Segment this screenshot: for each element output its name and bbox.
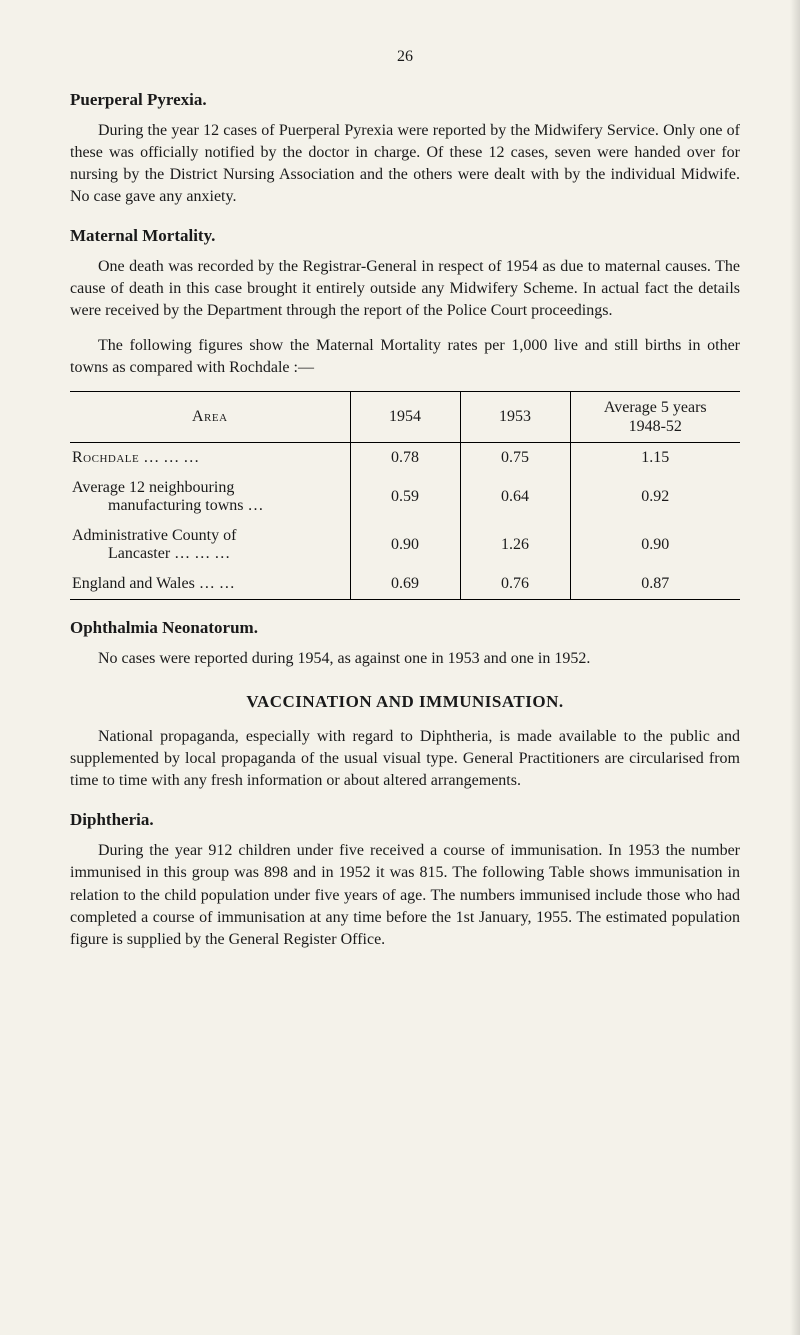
row-dots: … — [248, 497, 264, 514]
table-row: England and Wales … … 0.69 0.76 0.87 — [70, 569, 740, 600]
row-label: England and Wales — [72, 575, 195, 592]
cell-avg: 0.87 — [570, 569, 740, 600]
heading-diphtheria: Diphtheria. — [70, 810, 740, 830]
cell-1953: 0.64 — [460, 473, 570, 521]
cell-1953: 0.76 — [460, 569, 570, 600]
cell-1954: 0.90 — [350, 521, 460, 569]
table-row: Administrative County of Lancaster … … …… — [70, 521, 740, 569]
cell-1954: 0.59 — [350, 473, 460, 521]
cell-1953: 0.75 — [460, 443, 570, 474]
heading-puerperal: Puerperal Pyrexia. — [70, 90, 740, 110]
col-area: Area — [70, 391, 350, 442]
cell-avg: 0.90 — [570, 521, 740, 569]
para-maternal-2: The following figures show the Maternal … — [70, 335, 740, 379]
cell-avg: 0.92 — [570, 473, 740, 521]
table-row: Rochdale … … … 0.78 0.75 1.15 — [70, 443, 740, 474]
col-avg-line1: Average 5 years — [604, 399, 707, 416]
para-ophthalmia: No cases were reported during 1954, as a… — [70, 648, 740, 670]
cell-avg: 1.15 — [570, 443, 740, 474]
col-avg: Average 5 years 1948-52 — [570, 391, 740, 442]
para-vaccination: National propaganda, especially with reg… — [70, 726, 740, 792]
col-avg-line2: 1948-52 — [629, 418, 682, 435]
heading-vaccination: VACCINATION AND IMMUNISATION. — [70, 692, 740, 712]
table-body: Rochdale … … … 0.78 0.75 1.15 Average 12… — [70, 443, 740, 600]
page-number: 26 — [70, 48, 740, 66]
row-sublabel: Lancaster … — [108, 545, 190, 562]
row-label: Administrative County of — [72, 527, 340, 545]
para-maternal-1: One death was recorded by the Registrar-… — [70, 256, 740, 322]
cell-1953: 1.26 — [460, 521, 570, 569]
col-area-label: Area — [192, 408, 228, 425]
table-header-row: Area 1954 1953 Average 5 years 1948-52 — [70, 391, 740, 442]
row-sublabel: manufacturing towns — [108, 497, 244, 514]
col-1954: 1954 — [350, 391, 460, 442]
row-label: Rochdale — [72, 449, 139, 466]
heading-maternal: Maternal Mortality. — [70, 226, 740, 246]
row-dots: … … — [194, 545, 230, 562]
cell-1954: 0.69 — [350, 569, 460, 600]
para-diphtheria: During the year 912 children under five … — [70, 840, 740, 950]
mortality-table: Area 1954 1953 Average 5 years 1948-52 R… — [70, 391, 740, 600]
row-dots: … … — [199, 575, 235, 592]
row-label: Average 12 neighbouring — [72, 479, 340, 497]
table-row: Average 12 neighbouring manufacturing to… — [70, 473, 740, 521]
para-puerperal: During the year 12 cases of Puerperal Py… — [70, 120, 740, 208]
col-1953: 1953 — [460, 391, 570, 442]
row-dots: … … … — [143, 449, 199, 466]
document-page: 26 Puerperal Pyrexia. During the year 12… — [0, 0, 800, 1335]
heading-ophthalmia: Ophthalmia Neonatorum. — [70, 618, 740, 638]
cell-1954: 0.78 — [350, 443, 460, 474]
page-edge-shadow — [790, 0, 800, 1335]
